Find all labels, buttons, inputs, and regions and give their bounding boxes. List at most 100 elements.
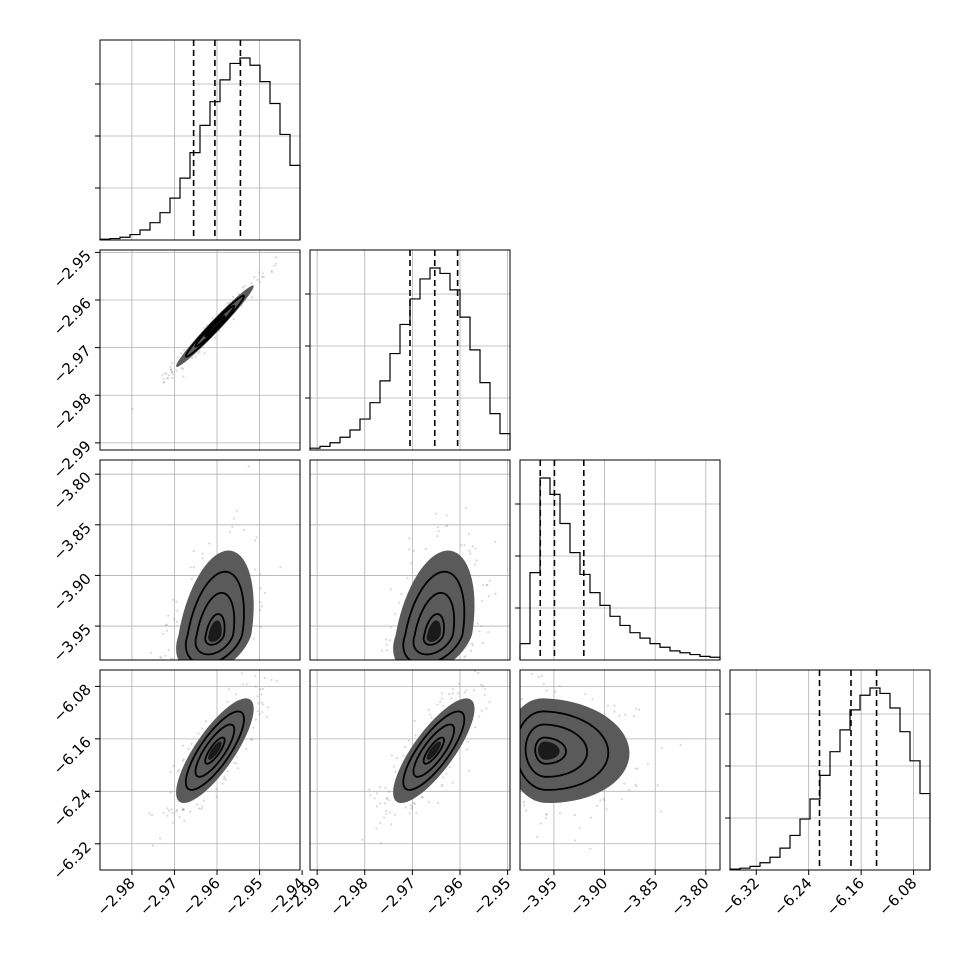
scatter-point <box>226 302 229 305</box>
scatter-point <box>181 759 184 762</box>
scatter-point <box>660 746 663 749</box>
scatter-point <box>395 693 397 695</box>
scatter-point <box>243 285 246 288</box>
scatter-point <box>494 755 496 757</box>
contour-1-2-0 <box>422 613 445 646</box>
scatter-point <box>369 794 372 797</box>
scatter-point <box>480 625 483 628</box>
scatter-point <box>633 715 636 718</box>
scatter-point <box>288 634 290 636</box>
scatter-point <box>148 697 150 699</box>
scatter-point <box>408 537 411 540</box>
hist-panel-0 <box>95 39 301 241</box>
scatter-point <box>201 679 203 681</box>
scatter-point <box>236 756 239 759</box>
scatter-point <box>522 801 526 804</box>
scatter-point <box>375 805 378 808</box>
scatter-point <box>247 465 250 468</box>
scatter-point <box>490 780 492 782</box>
scatter-point <box>262 687 265 691</box>
hist-frame-2 <box>519 459 721 661</box>
scatter-point <box>463 656 466 659</box>
scatter-point <box>488 700 491 704</box>
scatter-point <box>544 817 547 820</box>
scatter-point <box>408 693 410 695</box>
scatter-point <box>460 663 462 665</box>
scatter-point <box>659 810 663 813</box>
scatter-point <box>168 809 171 812</box>
scatter-point <box>466 748 469 751</box>
scatter-point <box>175 808 179 812</box>
scatter-point <box>197 679 199 681</box>
scatter-point <box>469 649 473 652</box>
contour-1-2-1 <box>412 591 456 656</box>
x-tick-label-0-3: −2.95 <box>221 874 266 919</box>
scatter-point <box>497 760 499 762</box>
scatter-point <box>679 743 682 747</box>
scatter-point <box>181 367 184 370</box>
scatter-point <box>420 795 423 799</box>
scatter-point <box>523 804 526 807</box>
scatter-point <box>441 783 444 786</box>
scatter-point <box>275 256 278 259</box>
scatter-point <box>400 592 403 596</box>
scatter-point <box>494 740 496 742</box>
scatter-point <box>427 708 430 711</box>
scatter-point <box>149 651 153 654</box>
scatter-point <box>407 692 409 694</box>
scatter-point <box>406 577 409 580</box>
scatter-point <box>250 282 253 285</box>
panel-frame-2-3 <box>519 669 721 871</box>
y-tick-label-2-0: −3.95 <box>50 620 95 665</box>
scatter-point <box>402 754 405 757</box>
panel-content-1-2 <box>369 506 497 695</box>
x-tick-label-2-1: −3.90 <box>566 874 611 919</box>
scatter-point <box>254 568 257 571</box>
scatter-point <box>473 670 476 673</box>
scatter-point <box>167 648 170 652</box>
scatter-point <box>596 804 599 808</box>
scatter-point <box>252 726 255 729</box>
scatter-point <box>473 563 477 566</box>
scatter-point <box>236 663 238 665</box>
contour-1-2-2 <box>402 570 466 660</box>
scatter-point <box>516 698 518 700</box>
scatter-point <box>542 682 546 686</box>
hist-frame-0 <box>99 39 301 241</box>
scatter-point <box>241 286 244 289</box>
scatter-point <box>170 808 173 811</box>
scatter-point <box>223 775 226 778</box>
scatter-point <box>440 784 443 787</box>
scatter-point <box>191 356 194 360</box>
scatter-point <box>395 679 397 681</box>
scatter-point <box>369 690 371 692</box>
scatter-point <box>472 644 475 647</box>
scatter-point <box>215 795 218 798</box>
scatter-point <box>440 697 443 700</box>
scatter-point <box>167 661 169 663</box>
scatter-point <box>254 675 257 678</box>
contour-0-2-0 <box>204 613 226 646</box>
scatter-point <box>514 798 516 800</box>
y-tick-label-3-2: −6.16 <box>50 733 95 778</box>
scatter-point <box>240 304 244 307</box>
scatter-point <box>228 301 231 304</box>
scatter-point <box>208 542 211 545</box>
scatter-point <box>235 762 238 765</box>
panel-2-3 <box>490 669 721 871</box>
scatter-point <box>484 688 487 691</box>
scatter-point <box>203 352 206 355</box>
scatter-point <box>218 329 221 332</box>
scatter-point <box>525 809 528 812</box>
scatter-point <box>442 704 445 708</box>
scatter-point <box>213 336 217 339</box>
scatter-point <box>397 601 401 604</box>
scatter-point <box>164 654 167 658</box>
x-tick-label-1-1: −2.98 <box>326 874 371 919</box>
y-tick-label-1-1: −2.98 <box>50 389 95 434</box>
histogram-0 <box>99 57 301 240</box>
scatter-point <box>175 369 178 372</box>
scatter-point <box>407 739 410 742</box>
scatter-point <box>487 631 490 634</box>
